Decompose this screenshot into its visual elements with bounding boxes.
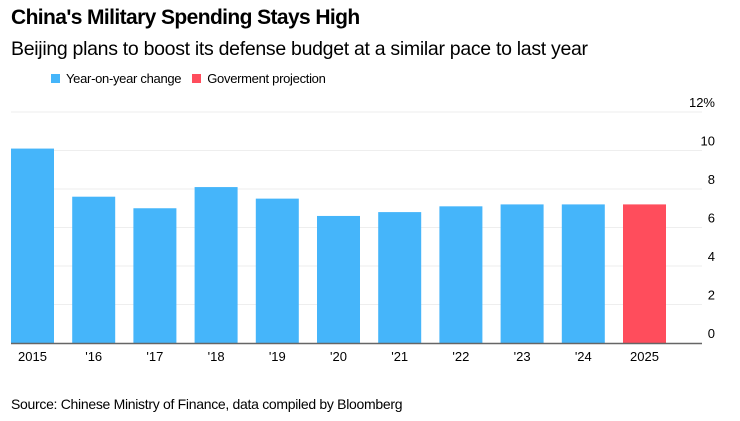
x-tick-label: '16	[85, 349, 102, 364]
legend: Year-on-year change Goverment projection	[51, 71, 337, 86]
bar-2015	[11, 148, 54, 343]
y-tick-label: 0	[708, 326, 715, 341]
y-tick-label: 12%	[689, 95, 715, 110]
axes: 0 2 4 6 8 10 12% 2015 '16 '17 '18 '19 '20 '21 '22 '23 '2…	[11, 95, 715, 364]
legend-label-projection: Goverment projection	[207, 71, 326, 86]
bar-24	[561, 204, 605, 343]
legend-item-projection: Goverment projection	[192, 71, 326, 86]
y-tick-label: 10	[701, 134, 715, 149]
bar-18	[194, 187, 238, 343]
bar-23	[500, 204, 544, 343]
legend-swatch-red	[192, 74, 202, 83]
bar-17	[133, 208, 177, 343]
bar-20	[317, 215, 360, 343]
y-tick-label: 2	[708, 288, 715, 303]
x-tick-label: '22	[452, 349, 469, 364]
x-tick-label: 2015	[18, 349, 47, 364]
source-note: Source: Chinese Ministry of Finance, dat…	[11, 396, 403, 412]
bar-16	[72, 196, 116, 343]
y-tick-label: 6	[708, 211, 715, 226]
legend-item-yoy: Year-on-year change	[51, 71, 182, 86]
y-tick-label: 8	[708, 172, 715, 187]
bar-22	[439, 206, 483, 343]
x-tick-label: '18	[208, 349, 225, 364]
y-tick-label: 4	[708, 249, 715, 264]
legend-label-yoy: Year-on-year change	[66, 71, 182, 86]
chart-subtitle: Beijing plans to boost its defense budge…	[11, 38, 588, 60]
x-tick-label: '19	[269, 349, 286, 364]
x-tick-label: '17	[146, 349, 163, 364]
x-tick-label: '21	[391, 349, 408, 364]
x-tick-label: 2025	[630, 349, 659, 364]
bar-21	[378, 212, 422, 343]
bars	[11, 148, 666, 343]
legend-swatch-blue	[51, 74, 60, 83]
chart-title: China's Military Spending Stays High	[11, 6, 360, 29]
x-tick-label: '24	[575, 349, 592, 364]
x-tick-label: '23	[514, 349, 531, 364]
x-tick-label: '20	[330, 349, 347, 364]
bar-19	[255, 198, 299, 343]
bar-2025	[623, 204, 666, 343]
